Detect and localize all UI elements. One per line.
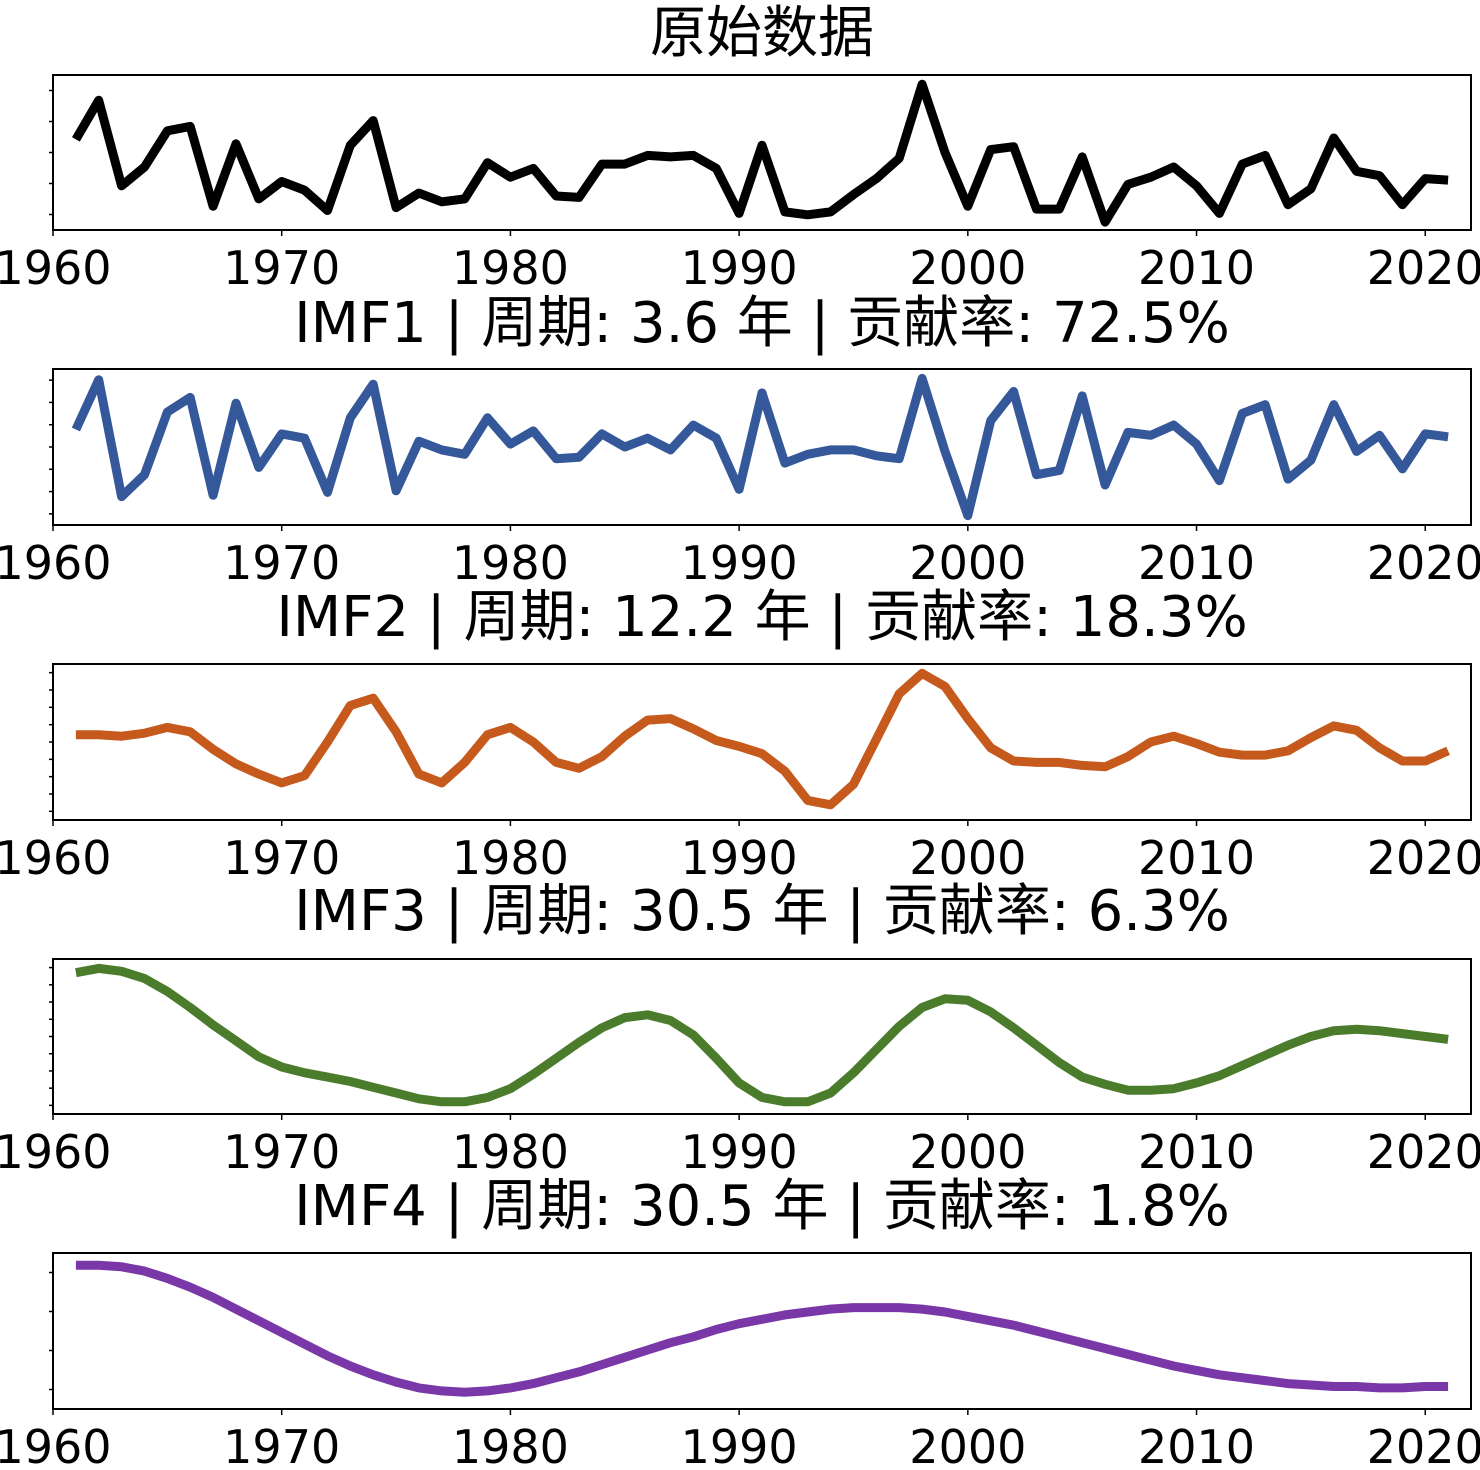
x-tick-label: 2010 (1138, 1125, 1255, 1179)
series-line (71, 373, 1449, 521)
x-tick-label: 2010 (1138, 831, 1255, 885)
x-tick-label: 2020 (1367, 536, 1480, 590)
x-tick-label: 2000 (909, 831, 1026, 885)
x-tick-label: 1960 (0, 1420, 112, 1470)
x-tick-label: 1990 (681, 536, 798, 590)
x-tick-label: 2000 (909, 1125, 1026, 1179)
x-tick-label: 1980 (452, 1420, 569, 1470)
x-tick-label: 1960 (0, 536, 112, 590)
x-tick-label: 1960 (0, 831, 112, 885)
panel-title: IMF1 | 周期: 3.6 年 | 贡献率: 72.5% (294, 291, 1230, 356)
x-tick-label: 1960 (0, 1125, 112, 1179)
x-tick-label: 1970 (223, 536, 340, 590)
x-tick-label: 1990 (681, 1420, 798, 1470)
x-tick-label: 1980 (452, 241, 569, 295)
x-tick-label: 1970 (223, 241, 340, 295)
x-tick-label: 2010 (1138, 536, 1255, 590)
x-tick-label: 2020 (1367, 1125, 1480, 1179)
x-tick-label: 2000 (909, 1420, 1026, 1470)
x-tick-label: 1980 (452, 536, 569, 590)
x-tick-label: 2020 (1367, 241, 1480, 295)
x-tick-label: 1990 (681, 831, 798, 885)
panel-title: IMF2 | 周期: 12.2 年 | 贡献率: 18.3% (276, 585, 1247, 650)
series-line (72, 79, 1449, 227)
x-tick-label: 1970 (223, 1420, 340, 1470)
series-line (75, 963, 1449, 1107)
panel-3: IMF2 | 周期: 12.2 年 | 贡献率: 18.3% 1960 1970 19… (0, 585, 1480, 885)
panel-5: IMF4 | 周期: 30.5 年 | 贡献率: 1.8% 1960 1970 198… (0, 1174, 1480, 1470)
plot-frame (52, 663, 1472, 821)
x-tick-label: 2010 (1138, 1420, 1255, 1470)
plot-frame (52, 958, 1472, 1115)
x-tick-label: 1970 (223, 1125, 340, 1179)
x-tick-label: 2000 (909, 536, 1026, 590)
x-tick-label: 1990 (681, 1125, 798, 1179)
x-tick-label: 2020 (1367, 831, 1480, 885)
x-tick-label: 1970 (223, 831, 340, 885)
series-line (75, 668, 1450, 810)
series-line (75, 1260, 1449, 1397)
x-tick-label: 2010 (1138, 241, 1255, 295)
x-tick-label: 1980 (452, 831, 569, 885)
x-tick-label: 1960 (0, 241, 112, 295)
x-tick-label: 2020 (1367, 1420, 1480, 1470)
panel-4: IMF3 | 周期: 30.5 年 | 贡献率: 6.3% 1960 1970 198… (0, 879, 1480, 1179)
panel-title: IMF3 | 周期: 30.5 年 | 贡献率: 6.3% (294, 879, 1230, 944)
panel-title: 原始数据 (650, 1, 874, 66)
plot-frame (52, 1252, 1472, 1410)
x-tick-label: 1980 (452, 1125, 569, 1179)
panel-1: 原始数据 1960 1970 1980 1990 2000 2010 2020 (0, 1, 1480, 295)
x-tick-label: 2000 (909, 241, 1026, 295)
x-tick-label: 1990 (681, 241, 798, 295)
panel-2: IMF1 | 周期: 3.6 年 | 贡献率: 72.5% 1960 1970 198… (0, 291, 1480, 590)
panel-title: IMF4 | 周期: 30.5 年 | 贡献率: 1.8% (294, 1174, 1230, 1239)
